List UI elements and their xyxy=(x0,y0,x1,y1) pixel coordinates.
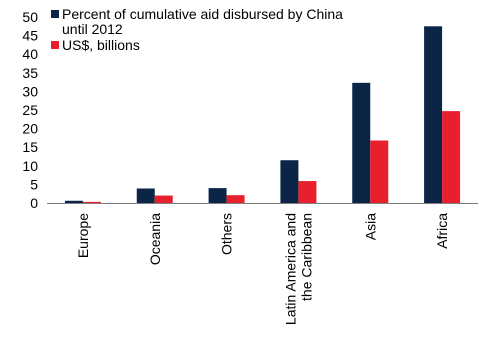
x-category-label: Oceania xyxy=(147,213,163,265)
y-tick-label: 50 xyxy=(22,9,38,25)
bar-percent-latin-america-and-the-caribbean xyxy=(280,160,299,203)
bar-percent-oceania xyxy=(136,188,155,203)
legend-label: until 2012 xyxy=(62,21,123,37)
y-tick-label: 30 xyxy=(22,83,38,99)
x-category-label: Africa xyxy=(434,213,450,249)
y-tick-label: 25 xyxy=(22,102,38,118)
bar-usd-asia xyxy=(370,140,389,203)
y-tick-label: 20 xyxy=(22,121,38,137)
x-category-label: the Caribbean xyxy=(298,213,314,301)
bar-usd-europe xyxy=(82,201,101,203)
y-tick-label: 15 xyxy=(22,139,38,155)
bar-usd-oceania xyxy=(154,195,173,203)
legend-label: Percent of cumulative aid disbursed by C… xyxy=(62,6,343,22)
x-category-label: Asia xyxy=(362,213,378,240)
y-tick-label: 10 xyxy=(22,158,38,174)
bar-usd-others xyxy=(226,195,245,203)
bar-usd-latin-america-and-the-caribbean xyxy=(298,181,317,203)
y-axis: 0 5 10 15 20 25 30 35 40 45 50 xyxy=(22,9,38,211)
x-category-label: Europe xyxy=(75,213,91,258)
bar-usd-africa xyxy=(442,111,461,203)
y-tick-label: 5 xyxy=(30,176,38,192)
legend-swatch xyxy=(51,10,59,18)
y-tick-label: 40 xyxy=(22,46,38,62)
x-category-label: Others xyxy=(219,213,235,255)
bar-percent-others xyxy=(208,188,227,203)
y-tick-label: 0 xyxy=(30,195,38,211)
y-tick-label: 45 xyxy=(22,28,38,44)
legend-label: US$, billions xyxy=(62,37,140,53)
bar-percent-europe xyxy=(64,200,83,203)
bar-percent-asia xyxy=(352,82,371,203)
legend: Percent of cumulative aid disbursed by C… xyxy=(51,6,343,53)
legend-swatch xyxy=(51,41,59,49)
y-tick-label: 35 xyxy=(22,65,38,81)
bar-percent-africa xyxy=(424,26,443,203)
bars xyxy=(64,26,461,203)
x-axis: Europe Oceania Others Latin America and the … xyxy=(47,203,478,325)
x-category-label: Latin America and xyxy=(282,213,298,325)
